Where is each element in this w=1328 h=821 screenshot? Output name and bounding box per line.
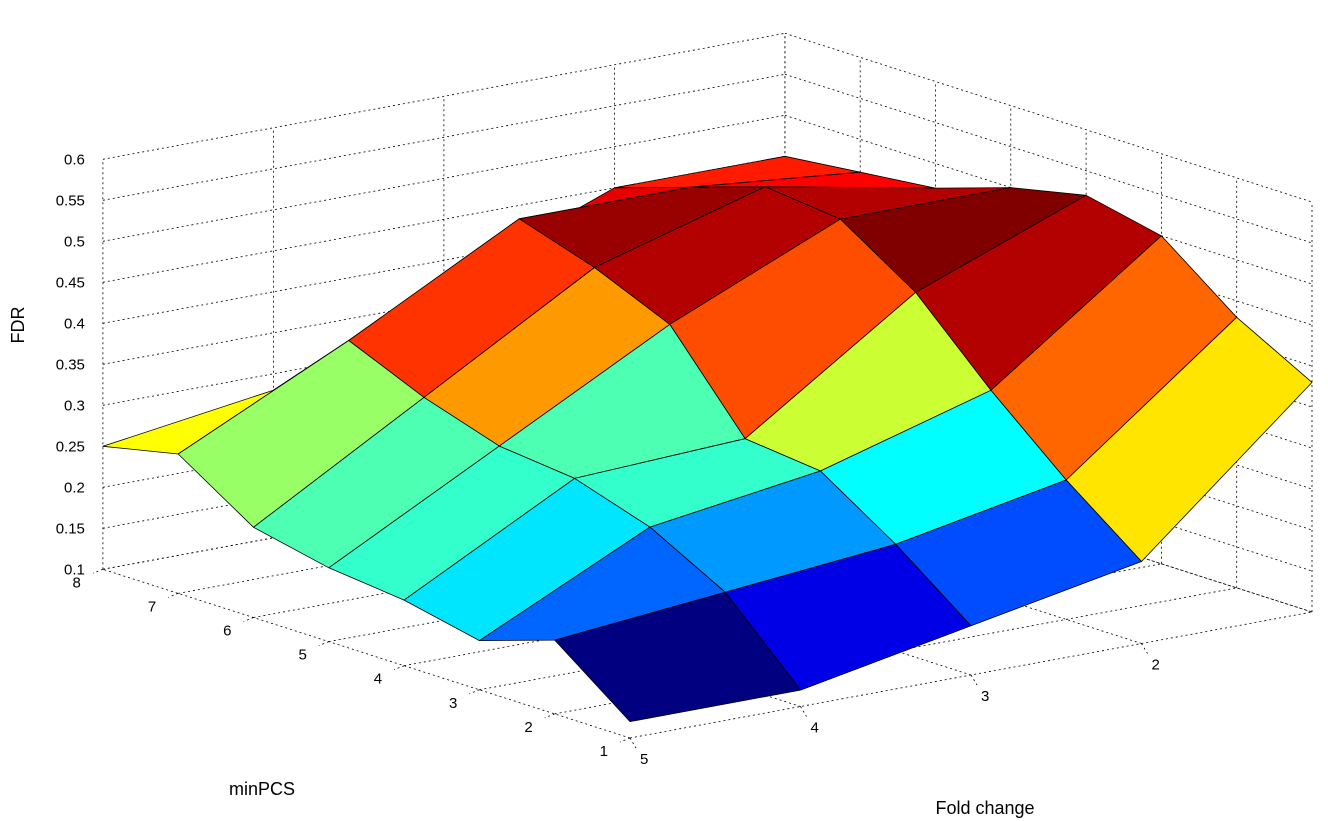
y-tick-mark — [469, 689, 480, 695]
grid-line — [102, 73, 785, 201]
y-tick-mark — [619, 737, 631, 743]
z-tick-label: 0.35 — [56, 356, 85, 373]
z-tick-label: 0.25 — [56, 438, 85, 455]
y-tick-label: 5 — [298, 647, 306, 664]
axes — [92, 568, 1148, 749]
grid-line — [784, 32, 1313, 203]
z-tick-label: 0.5 — [64, 233, 85, 250]
surface-patch — [554, 591, 801, 722]
x-tick-mark — [970, 674, 978, 686]
grid-line — [102, 32, 785, 160]
z-tick-label: 0.3 — [64, 397, 85, 414]
tick-labels: 0.1 0.15 0.2 0.25 0.3 0.35 0.4 0.45 0.5 0.55 0.6 1 2… — [56, 151, 1160, 768]
x-tick-label: 2 — [1152, 657, 1160, 674]
z-tick-label: 0.4 — [64, 315, 85, 332]
grid-line — [102, 114, 785, 242]
x-tick-label: 3 — [981, 688, 989, 705]
grid-line — [102, 568, 631, 739]
y-tick-label: 6 — [223, 623, 231, 640]
y-tick-label: 4 — [374, 671, 382, 688]
x-tick-mark — [1141, 643, 1148, 654]
z-tick-label: 0.2 — [64, 479, 85, 496]
y-tick-label: 2 — [524, 719, 532, 736]
grid-line — [784, 73, 1313, 244]
x-axis-label: Fold change — [935, 798, 1034, 818]
z-tick-label: 0.45 — [56, 274, 85, 291]
y-tick-mark — [544, 713, 555, 719]
x-tick-mark — [800, 706, 807, 717]
y-tick-mark — [92, 568, 104, 574]
y-tick-label: 7 — [148, 598, 156, 615]
x-tick-label: 4 — [811, 720, 819, 737]
surface — [102, 155, 1313, 722]
y-tick-label: 1 — [600, 743, 608, 760]
z-tick-label: 0.55 — [56, 192, 85, 209]
y-tick-mark — [168, 593, 179, 598]
y-tick-label: 8 — [73, 574, 81, 591]
x-tick-label: 5 — [640, 751, 648, 768]
y-axis-label: minPCS — [229, 779, 295, 799]
z-tick-label: 0.15 — [56, 520, 85, 537]
z-axis-label: FDR — [8, 307, 28, 344]
x-tick-mark — [629, 737, 637, 749]
y-tick-mark — [318, 641, 329, 646]
z-tick-label: 0.1 — [64, 561, 85, 578]
y-tick-label: 3 — [449, 695, 457, 712]
y-tick-mark — [243, 617, 254, 622]
z-tick-label: 0.6 — [64, 151, 85, 168]
y-tick-mark — [393, 665, 405, 671]
